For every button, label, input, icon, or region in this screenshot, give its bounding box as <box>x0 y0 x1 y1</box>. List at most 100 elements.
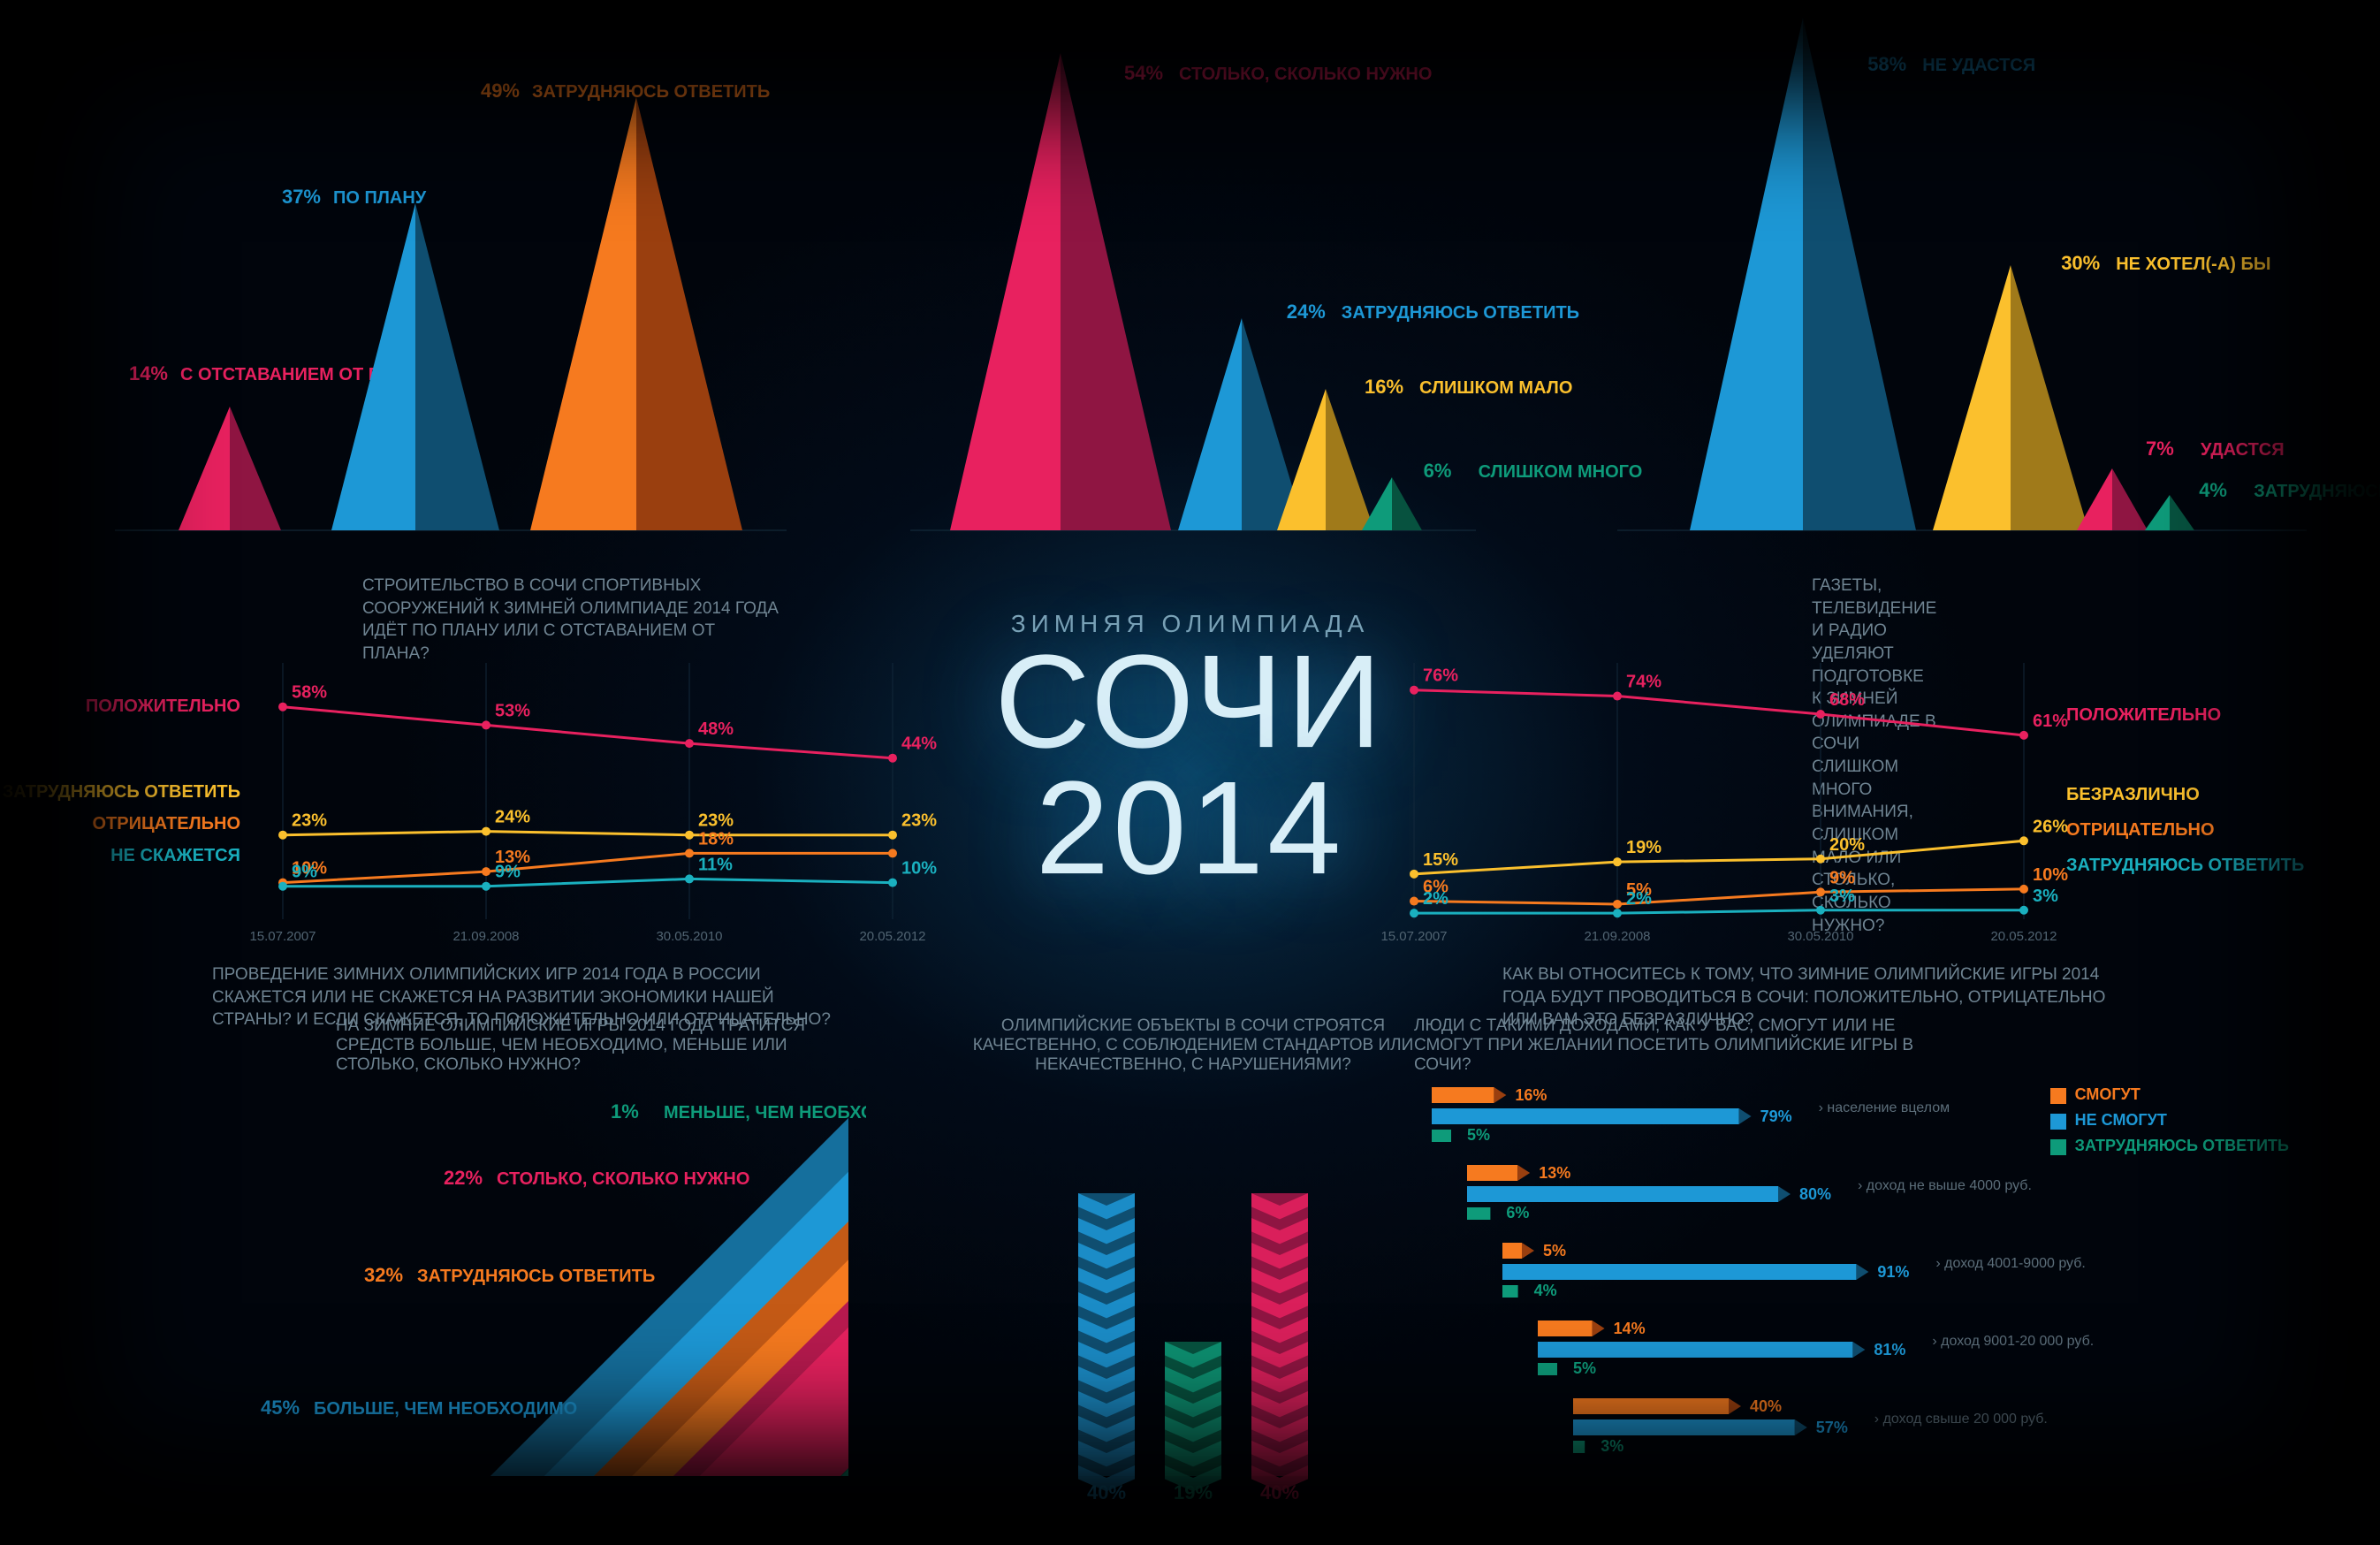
cone-shadow <box>1392 477 1422 530</box>
cone-pct: 24% <box>1287 301 1326 323</box>
line-value: 23% <box>901 811 937 831</box>
hbar-pct: 91% <box>1877 1263 1909 1281</box>
line-value: 2% <box>1626 889 1652 909</box>
cone-pct: 54% <box>1124 62 1163 84</box>
line-value: 48% <box>698 719 734 739</box>
vbar-chart: ОЛИМПИЙСКИЕ ОБЪЕКТЫ В СОЧИ СТРОЯТСЯ КАЧЕ… <box>954 1016 1432 1476</box>
hbar-group-label: › доход свыше 20 000 руб. <box>1874 1412 2048 1427</box>
stair-label: БОЛЬШЕ, ЧЕМ НЕОБХОДИМО <box>314 1399 577 1419</box>
cone <box>950 53 1061 530</box>
hbar-pct: 14% <box>1614 1320 1646 1337</box>
hbar-arrow <box>1852 1342 1865 1358</box>
line-date: 21.09.2008 <box>452 929 519 944</box>
cone-pct: 6% <box>1424 460 1452 482</box>
line-legend: НЕ СКАЖЕТСЯ <box>110 846 240 865</box>
stair-pct: 1% <box>611 1100 639 1123</box>
hbar-question: ЛЮДИ С ТАКИМИ ДОХОДАМИ, КАК У ВАС, СМОГУ… <box>1414 1016 1944 1075</box>
line-value: 9% <box>495 863 521 882</box>
hbar-pct: 79% <box>1760 1107 1792 1125</box>
line-value: 20% <box>1829 835 1865 855</box>
line-legend: ОТРИЦАТЕЛЬНО <box>92 814 240 833</box>
hbar-pct: 3% <box>1601 1437 1623 1455</box>
line-series <box>1414 690 2024 735</box>
stair-chart: НА ЗИМНИЕ ОЛИМПИЙСКИЕ ИГРЫ 2014 ГОДА ТРА… <box>177 1016 866 1476</box>
cone-pct: 4% <box>2199 479 2227 501</box>
cone <box>1178 318 1242 530</box>
cone-pct: 16% <box>1365 376 1403 398</box>
hbar-pct: 5% <box>1467 1126 1490 1144</box>
cone-pct: 58% <box>1867 53 1906 75</box>
hbar-cant <box>1573 1419 1795 1435</box>
line-series <box>283 832 893 835</box>
line-value: 24% <box>495 808 530 827</box>
cone-label: ЗАТРУДНЯЮСЬ ОТВЕТИТЬ <box>1342 303 1579 323</box>
line-legend: БЕЗРАЗЛИЧНО <box>2066 785 2200 804</box>
line-value: 9% <box>1829 868 1855 887</box>
cone-pct: 14% <box>129 362 168 384</box>
line-date: 30.05.2010 <box>1787 929 1853 944</box>
line-value: 9% <box>292 863 317 882</box>
line-value: 74% <box>1626 673 1661 692</box>
cone <box>2145 495 2170 530</box>
hbar-group-label: › доход не выше 4000 руб. <box>1858 1178 2032 1193</box>
hbar-pct: 4% <box>1534 1282 1557 1299</box>
line-date: 21.09.2008 <box>1584 929 1650 944</box>
hbar-arrow <box>1517 1165 1530 1181</box>
cone-group-2: 58%НЕ УДАСТСЯ30%НЕ ХОТЕЛ(-А) БЫ7%УДАСТСЯ… <box>1617 44 2307 539</box>
stair-label: МЕНЬШЕ, ЧЕМ НЕОБХОДИМО <box>664 1103 866 1123</box>
line-legend: ЗАТРУДНЯЮСЬ ОТВЕТИТЬ <box>3 782 240 802</box>
line-value: 58% <box>292 683 327 703</box>
line-series <box>283 879 893 886</box>
cone <box>530 97 636 530</box>
line-date: 20.05.2012 <box>1990 929 2057 944</box>
hbar-group-label: › доход 4001-9000 руб. <box>1935 1256 2085 1271</box>
cone <box>1933 265 2011 530</box>
cone-shadow <box>2112 468 2148 530</box>
line-series <box>1414 889 2024 904</box>
hbar-can <box>1467 1165 1517 1181</box>
line-value: 11% <box>698 855 733 874</box>
vbar-pct: 40% <box>1260 1481 1299 1503</box>
stair-label: ЗАТРУДНЯЮСЬ ОТВЕТИТЬ <box>417 1267 655 1286</box>
hbar-dk <box>1467 1207 1490 1220</box>
cone-shadow <box>415 203 499 530</box>
cone-label: УДАСТСЯ <box>2201 440 2285 460</box>
hbar-group-label: › доход 9001-20 000 руб. <box>1932 1334 2094 1349</box>
cone-question: СТРОИТЕЛЬСТВО В СОЧИ СПОРТИВНЫХ СООРУЖЕН… <box>362 575 787 666</box>
line-value: 19% <box>1626 838 1661 857</box>
hbar-arrow <box>1856 1264 1868 1280</box>
cone-pct: 7% <box>2146 438 2174 460</box>
cone-label: СЛИШКОМ МАЛО <box>1419 378 1572 398</box>
hbar-pct: 57% <box>1816 1419 1848 1436</box>
cone-shadow <box>636 97 742 530</box>
line-value: 44% <box>901 734 937 754</box>
cone-pct: 49% <box>481 80 520 102</box>
cone-shadow <box>1061 53 1171 530</box>
cone-pct: 37% <box>282 186 321 208</box>
vbar-pct: 19% <box>1174 1481 1213 1503</box>
vbar-pct: 40% <box>1087 1481 1126 1503</box>
cone <box>1277 389 1326 530</box>
cone-pct: 30% <box>2061 252 2100 274</box>
hbar-cant <box>1502 1264 1856 1280</box>
line-date: 15.07.2007 <box>249 929 316 944</box>
line-legend: ПОЛОЖИТЕЛЬНО <box>2066 705 2221 725</box>
hbar-chart: ЛЮДИ С ТАКИМИ ДОХОДАМИ, КАК У ВАС, СМОГУ… <box>1414 1016 2315 1476</box>
hbar-dk <box>1432 1130 1451 1142</box>
stair-pct: 32% <box>364 1264 403 1286</box>
hbar-dk <box>1538 1363 1557 1375</box>
cone-label: НЕ УДАСТСЯ <box>1922 56 2035 75</box>
hbar-cant <box>1432 1108 1739 1124</box>
cone <box>2077 468 2112 530</box>
line-value: 26% <box>2033 817 2068 836</box>
hbar-pct: 13% <box>1539 1164 1570 1182</box>
hbar-arrow <box>1739 1108 1752 1124</box>
hbar-arrow <box>1522 1243 1534 1259</box>
hbar-arrow <box>1778 1186 1791 1202</box>
cone-shadow <box>1803 18 1916 530</box>
title-2: 2014 <box>994 765 1385 891</box>
title-1: СОЧИ <box>994 638 1385 765</box>
hbar-cant <box>1467 1186 1778 1202</box>
line-date: 30.05.2010 <box>656 929 722 944</box>
line-legend: ЗАТРУДНЯЮСЬ ОТВЕТИТЬ <box>2066 856 2304 875</box>
